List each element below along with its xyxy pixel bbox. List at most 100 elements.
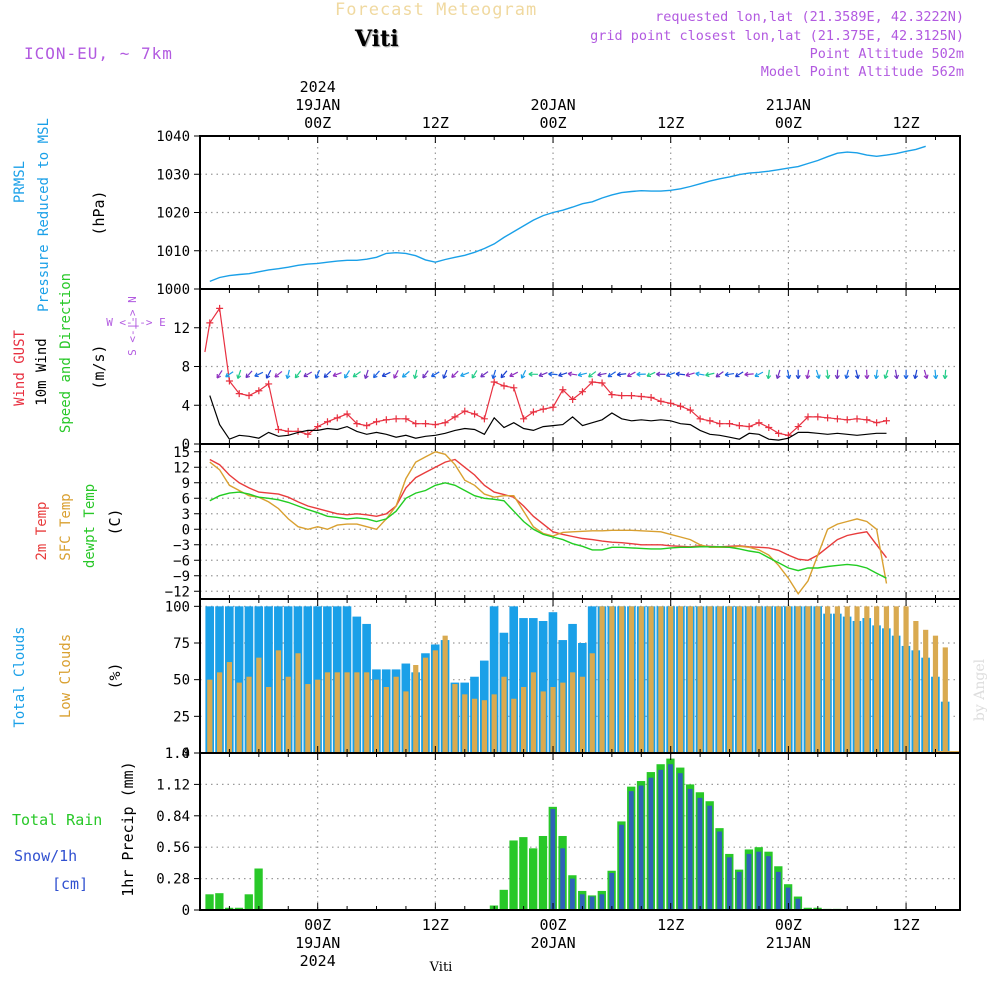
gust-marker xyxy=(274,425,282,433)
low-cloud-bar xyxy=(903,606,909,753)
wind-direction-arrow-head xyxy=(314,374,320,379)
temp-2m-line xyxy=(209,458,888,562)
gust-marker xyxy=(500,382,508,390)
wind-direction-arrow xyxy=(442,369,448,379)
wind-direction-arrow-shaft xyxy=(617,373,627,376)
low-cloud-bar xyxy=(570,672,576,753)
wind-direction-arrow-shaft xyxy=(442,369,448,379)
gust-marker xyxy=(265,380,273,388)
wind-direction-arrow-head xyxy=(236,374,242,379)
wind-direction-arrow xyxy=(285,369,291,380)
wind-direction-arrow xyxy=(480,371,489,378)
wind-direction-arrow xyxy=(715,371,724,378)
low-cloud-bar xyxy=(726,606,733,753)
wind-direction-arrow-shaft xyxy=(451,370,459,378)
low-cloud-bar xyxy=(275,650,282,753)
snow-bar xyxy=(746,853,752,910)
wind-direction-arrow xyxy=(805,369,811,380)
wind-direction-arrow xyxy=(422,370,429,379)
time-label-top: 00Z xyxy=(539,114,566,132)
y-tick-label: 1020 xyxy=(156,206,190,222)
low-cloud-bar xyxy=(707,606,713,753)
wind-direction-arrow-head xyxy=(577,372,583,378)
wind-direction-arrow-head xyxy=(567,371,573,377)
wind-direction-arrow xyxy=(372,370,380,379)
wind-10m-label: 10m Wind xyxy=(34,338,50,405)
time-label-bottom: 12Z xyxy=(893,916,920,934)
gust-marker xyxy=(333,414,341,422)
wind-direction-arrow-head xyxy=(491,374,497,379)
low-cloud-bar xyxy=(246,676,252,753)
low-cloud-bar xyxy=(530,672,537,753)
wind-direction-arrow-shaft xyxy=(725,372,735,376)
wind-direction-arrow xyxy=(274,370,283,378)
low-cloud-bar xyxy=(344,672,350,753)
wind-direction-arrow-shaft xyxy=(558,372,568,377)
wind-direction-arrow-head xyxy=(274,373,279,378)
low-cloud-bar xyxy=(540,691,546,753)
model-label: ICON-EU, ~ 7km xyxy=(24,44,173,63)
wind-direction-arrow-head xyxy=(303,372,308,378)
gust-marker xyxy=(235,390,243,398)
wind-direction-arrow xyxy=(323,370,332,378)
wind-direction-arrow-head xyxy=(627,372,632,378)
snow-bar xyxy=(697,797,703,910)
snow-bar xyxy=(785,887,791,910)
time-label-bottom: 00Z xyxy=(304,916,331,934)
wind-direction-arrow xyxy=(332,372,342,378)
snow-label: Snow/1h xyxy=(14,847,77,865)
y-tick-label: 1010 xyxy=(156,244,190,260)
total-cloud-bar xyxy=(303,606,313,753)
wind-direction-arrow-head xyxy=(744,371,749,377)
wind-direction-arrow-shaft xyxy=(431,371,440,378)
low-cloud-bar xyxy=(236,682,242,753)
wind-direction-arrow-head xyxy=(854,374,860,380)
total-cloud-bar xyxy=(313,606,322,753)
wind-direction-arrow-head xyxy=(548,371,553,377)
gust-marker xyxy=(480,415,488,423)
gust-marker xyxy=(696,415,704,423)
low-cloud-bar xyxy=(207,679,213,753)
time-label-bottom: 12Z xyxy=(657,916,684,934)
snow-bar xyxy=(599,894,605,910)
gust-marker xyxy=(343,410,351,418)
wind-direction-arrow xyxy=(254,371,264,378)
gust-marker xyxy=(402,415,410,423)
wind-direction-arrow xyxy=(675,371,686,377)
wind-direction-arrow-shaft xyxy=(826,369,829,379)
wind-direction-arrow xyxy=(854,369,860,380)
gust-marker xyxy=(735,422,743,430)
wind-sn-compass: S <-|-> N xyxy=(126,296,139,356)
gust-marker xyxy=(392,415,400,423)
wind-direction-arrow-head xyxy=(805,374,811,380)
wind-direction-arrow xyxy=(567,371,578,377)
time-label-top: 19JAN xyxy=(295,96,340,114)
wind-direction-arrow xyxy=(500,370,508,379)
wind-direction-arrow-head xyxy=(352,372,358,378)
wind-direction-arrow xyxy=(942,369,948,380)
snow-bar xyxy=(560,848,566,910)
total-cloud-bar xyxy=(205,606,215,753)
wind-direction-arrow-shaft xyxy=(402,370,410,378)
wind-direction-arrow-shaft xyxy=(492,369,497,379)
rain-bar xyxy=(529,848,538,910)
wind-direction-arrow-head xyxy=(344,374,349,379)
wind-direction-arrow xyxy=(216,370,223,379)
snow-bar xyxy=(736,871,742,910)
wind-direction-arrow xyxy=(314,369,320,379)
low-cloud-bar xyxy=(668,606,674,753)
dewpoint-line xyxy=(209,482,887,579)
gust-marker xyxy=(657,397,665,405)
gust-marker xyxy=(539,405,547,413)
gust-marker xyxy=(716,420,724,428)
pressure-label-prmsl: PRMSL xyxy=(12,161,28,203)
wind-direction-arrow-head xyxy=(735,372,740,378)
wind-gust-label: Wind GUST xyxy=(12,330,28,406)
wind-direction-arrow-shaft xyxy=(806,369,810,379)
gust-marker xyxy=(588,378,596,386)
wind-direction-arrow xyxy=(520,369,527,379)
gridpoint-coords: grid point closest lon,lat (21.375E, 42.… xyxy=(590,28,964,44)
wind-direction-arrow-head xyxy=(430,372,436,378)
y-tick-label: 75 xyxy=(173,636,190,652)
wind-direction-arrow-shaft xyxy=(715,371,724,378)
